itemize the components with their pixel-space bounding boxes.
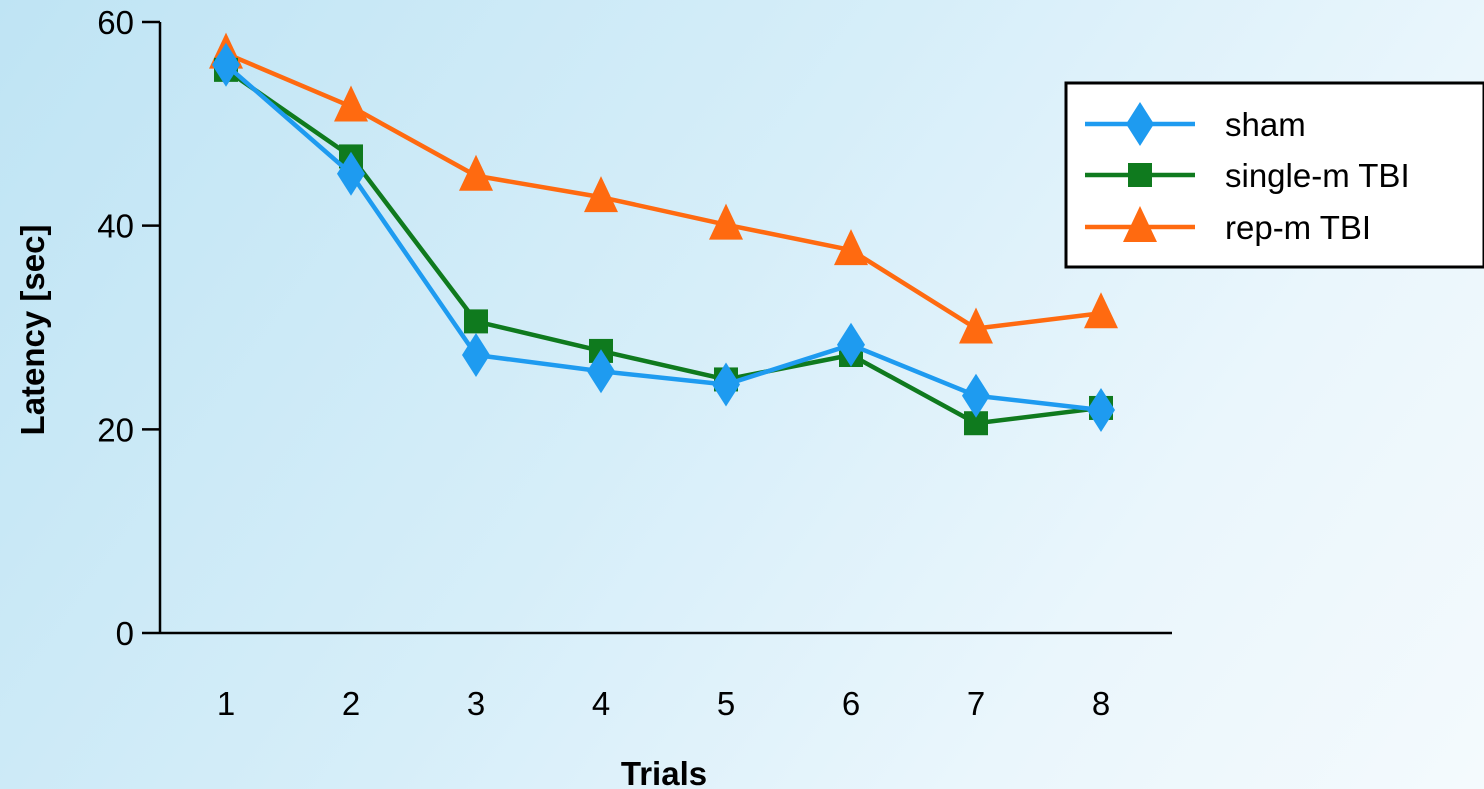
series-line bbox=[225, 51, 1102, 331]
plot-area: 0 20 40 60 1 2 3 4 5 6 7 8 bbox=[97, 4, 1172, 722]
data-point-diamond bbox=[962, 373, 990, 418]
y-tick-label: 60 bbox=[97, 4, 134, 41]
x-tick-label: 1 bbox=[217, 685, 235, 722]
x-tick-label: 3 bbox=[467, 685, 485, 722]
legend-item: sham bbox=[1085, 102, 1306, 146]
legend: sham single-m TBI rep-m TBI bbox=[1064, 81, 1484, 269]
x-tick-label: 4 bbox=[592, 685, 610, 722]
series-2 bbox=[209, 32, 1118, 344]
data-point-triangle bbox=[334, 85, 368, 122]
y-tick-label: 20 bbox=[97, 411, 134, 448]
series-line bbox=[224, 63, 1102, 413]
legend-item: single-m TBI bbox=[1085, 157, 1410, 194]
legend-label: single-m TBI bbox=[1225, 157, 1410, 194]
data-point-diamond bbox=[212, 42, 240, 87]
legend-items: sham single-m TBI rep-m TBI bbox=[1085, 102, 1410, 246]
legend-square-icon bbox=[1128, 163, 1152, 187]
x-tick-label: 2 bbox=[342, 685, 360, 722]
data-point-diamond bbox=[712, 362, 740, 407]
y-axis-title: Latency [sec] bbox=[14, 225, 51, 436]
series-0 bbox=[212, 42, 1115, 432]
y-tick-label: 40 bbox=[97, 208, 134, 245]
x-tick-label: 6 bbox=[842, 685, 860, 722]
data-point-diamond bbox=[587, 349, 615, 394]
x-tick-label: 7 bbox=[967, 685, 985, 722]
x-tick-label: 5 bbox=[717, 685, 735, 722]
data-point-triangle bbox=[459, 154, 493, 191]
series-layer bbox=[209, 32, 1118, 436]
data-point-triangle bbox=[834, 229, 868, 266]
y-ticks: 0 20 40 60 bbox=[97, 4, 160, 652]
data-point-triangle bbox=[709, 203, 743, 240]
data-point-triangle bbox=[959, 307, 993, 344]
data-point-square bbox=[464, 309, 488, 334]
data-point-diamond bbox=[837, 322, 865, 367]
data-point-triangle bbox=[1084, 292, 1118, 329]
x-tick-label: 8 bbox=[1092, 685, 1110, 722]
legend-label: rep-m TBI bbox=[1225, 209, 1371, 246]
x-ticks: 1 2 3 4 5 6 7 8 bbox=[217, 685, 1110, 722]
legend-diamond-icon bbox=[1126, 102, 1154, 146]
y-tick-label: 0 bbox=[116, 615, 134, 652]
x-axis-title: Trials bbox=[621, 755, 707, 789]
legend-triangle-icon bbox=[1123, 206, 1157, 242]
series-line bbox=[224, 68, 1102, 426]
data-point-diamond bbox=[462, 332, 490, 377]
legend-item: rep-m TBI bbox=[1085, 206, 1371, 246]
data-point-diamond bbox=[1087, 387, 1115, 432]
legend-label: sham bbox=[1225, 106, 1306, 143]
data-point-diamond bbox=[337, 151, 365, 196]
data-point-triangle bbox=[584, 176, 618, 213]
